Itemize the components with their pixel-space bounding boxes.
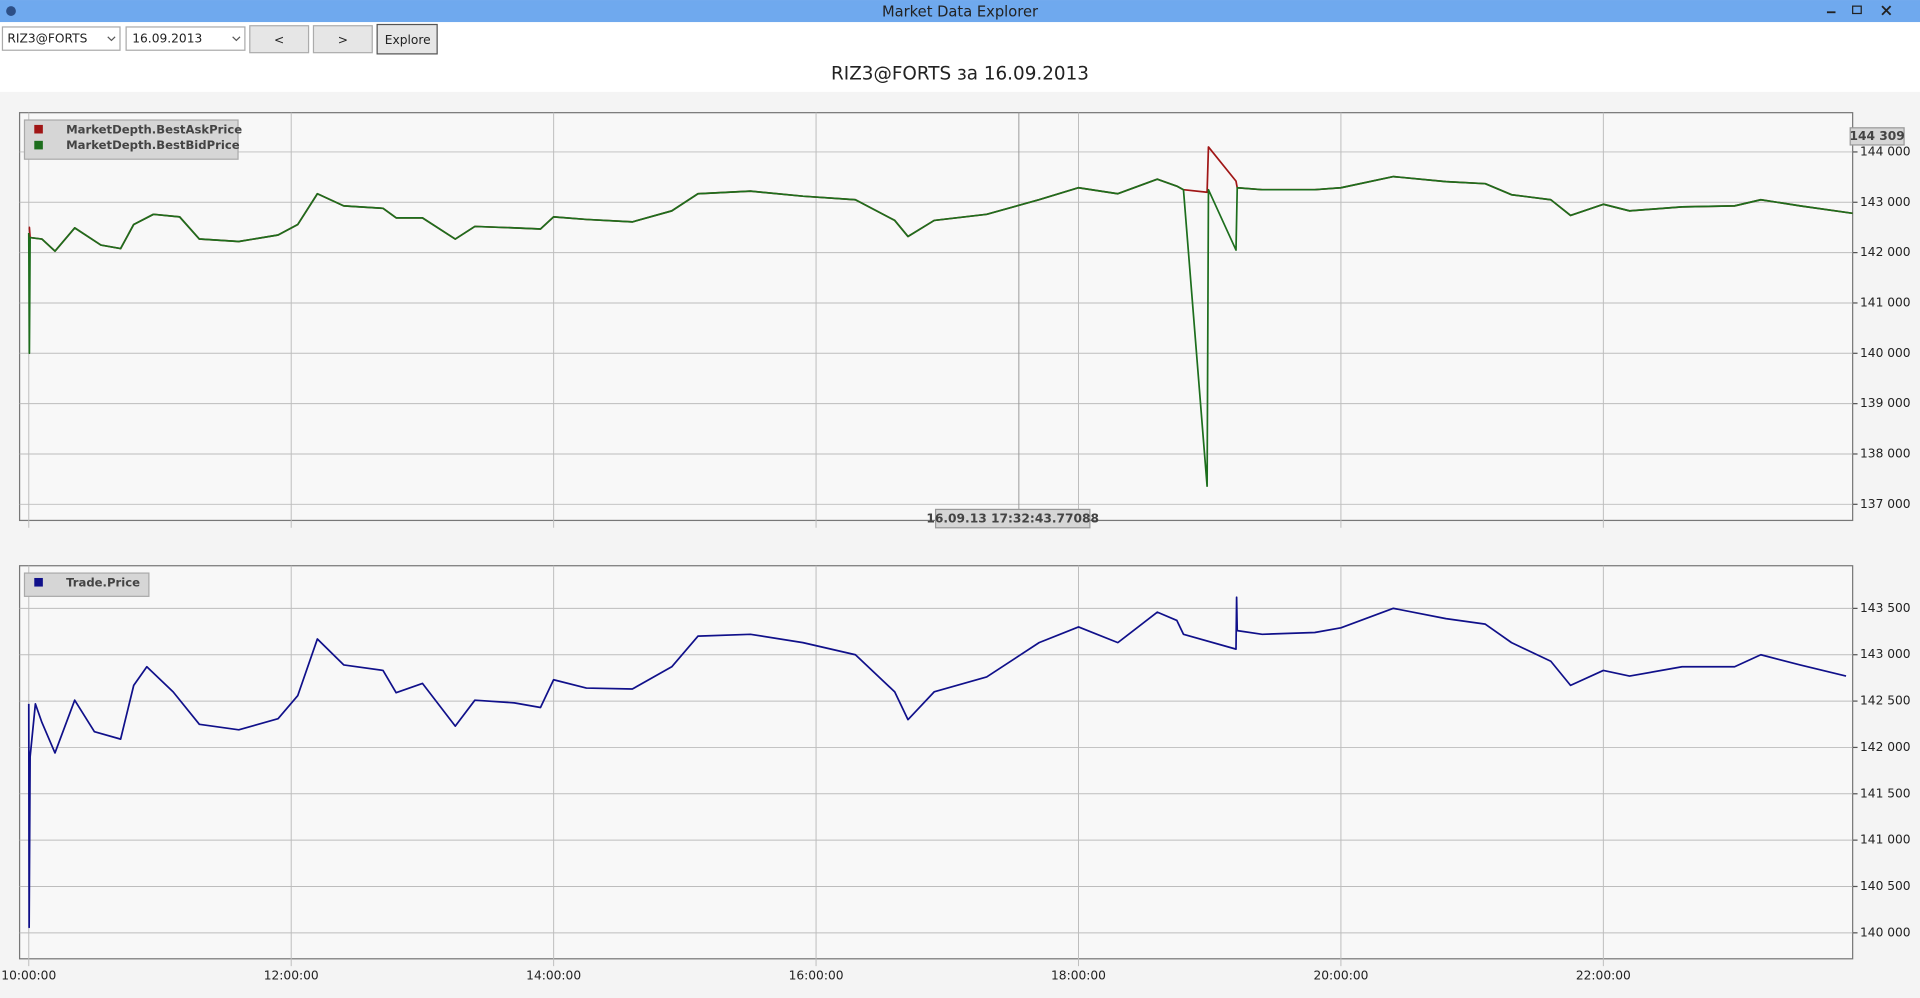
plot-area (18, 112, 1854, 522)
legend-label: MarketDepth.BestAskPrice (66, 122, 242, 136)
app-icon (6, 6, 16, 16)
x-tick-label: 20:00:00 (1313, 968, 1368, 982)
next-button[interactable] (312, 25, 373, 54)
date-combo[interactable] (125, 26, 246, 51)
last-value-badge (1849, 127, 1905, 146)
y-tick-label: 143 000 (1860, 195, 1911, 209)
next-label: > (338, 33, 348, 47)
security-value: RIZ3@FORTS (7, 32, 87, 46)
prev-button[interactable] (249, 25, 310, 54)
restore-button[interactable] (1852, 5, 1862, 15)
window-title: Market Data Explorer (882, 3, 1039, 20)
explore-button[interactable] (376, 23, 438, 55)
legend-box (23, 572, 150, 597)
y-tick-label: 138 000 (1860, 446, 1911, 460)
prev-label: < (274, 33, 284, 47)
legend-swatch (34, 577, 43, 587)
explore-label: Explore (385, 33, 431, 47)
chart-heading: RIZ3@FORTS за 16.09.2013 (831, 64, 1089, 85)
price-line (27, 175, 1853, 487)
date-value: 16.09.2013 (132, 32, 202, 46)
price-line (27, 596, 1847, 929)
plot-area (18, 565, 1854, 960)
y-tick-label: 140 000 (1860, 925, 1911, 939)
cursor-badge (934, 508, 1091, 529)
y-tick-label: 141 000 (1860, 295, 1911, 309)
y-tick-label: 143 000 (1860, 647, 1911, 661)
y-tick-label: 140 500 (1860, 879, 1911, 893)
legend-label: MarketDepth.BestBidPrice (66, 138, 240, 152)
x-tick-label: 14:00:00 (526, 968, 581, 982)
x-tick-label: 12:00:00 (264, 968, 319, 982)
legend-swatch (34, 140, 43, 150)
y-tick-label: 137 000 (1860, 497, 1911, 511)
y-tick-label: 141 500 (1860, 786, 1911, 800)
title-bar (0, 0, 1920, 23)
legend-box (23, 119, 239, 160)
y-tick-label: 140 000 (1860, 346, 1911, 360)
legend-swatch (34, 124, 43, 134)
x-tick-label: 10:00:00 (1, 968, 56, 982)
security-combo[interactable] (1, 26, 121, 51)
combo-arrow (232, 36, 241, 42)
close-button[interactable] (1881, 5, 1892, 16)
y-tick-label: 142 000 (1860, 740, 1911, 754)
combo-arrow (107, 36, 116, 42)
y-tick-label: 142 000 (1860, 245, 1911, 259)
x-tick-label: 18:00:00 (1051, 968, 1106, 982)
x-tick-label: 22:00:00 (1576, 968, 1631, 982)
last-value-label: 144 309 (1849, 129, 1904, 143)
y-tick-label: 139 000 (1860, 396, 1911, 410)
y-tick-label: 144 000 (1860, 144, 1911, 158)
y-tick-label: 141 000 (1860, 833, 1911, 847)
y-tick-label: 142 500 (1860, 694, 1911, 708)
legend-label: Trade.Price (66, 575, 140, 589)
y-tick-label: 143 500 (1860, 601, 1911, 615)
cursor-label: 16.09.13 17:32:43.77088 (926, 512, 1099, 526)
x-tick-label: 16:00:00 (789, 968, 844, 982)
